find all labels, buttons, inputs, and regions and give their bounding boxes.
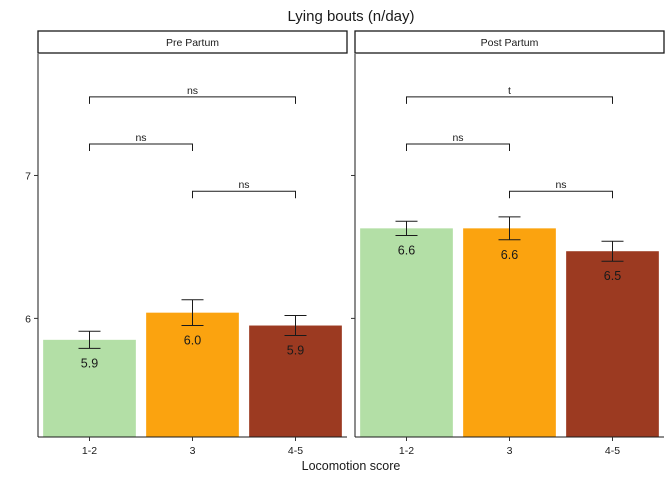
y-tick-label: 7 bbox=[25, 170, 31, 182]
significance-bracket bbox=[192, 190, 296, 199]
x-tick-label: 4-5 bbox=[605, 445, 620, 457]
bar bbox=[146, 312, 239, 437]
facet-strip-label: Post Partum bbox=[481, 37, 539, 49]
facet-strip bbox=[354, 30, 665, 54]
bar bbox=[360, 228, 453, 437]
facet-strip-label: Pre Partum bbox=[166, 37, 219, 49]
x-tick-label: 1-2 bbox=[82, 445, 97, 457]
bar bbox=[463, 228, 556, 437]
facet-strip bbox=[37, 30, 348, 54]
x-axis-label: Locomotion score bbox=[302, 459, 401, 473]
bar bbox=[43, 339, 136, 437]
data-label: 6.5 bbox=[604, 269, 621, 283]
significance-label: ns bbox=[452, 132, 463, 144]
significance-label: ns bbox=[135, 132, 146, 144]
significance-bracket bbox=[406, 96, 613, 104]
data-label: 5.9 bbox=[81, 356, 98, 370]
x-tick-label: 3 bbox=[507, 445, 513, 457]
x-tick-label: 4-5 bbox=[288, 445, 303, 457]
bar bbox=[249, 325, 342, 437]
significance-label: t bbox=[508, 85, 511, 97]
significance-bracket bbox=[509, 190, 613, 199]
significance-bracket bbox=[89, 96, 296, 104]
plot-area: Pre Partum 5.9 6.0 5.9 ns ns ns 1-2 3 4-5 6 7 Post P… bbox=[25, 30, 665, 457]
significance-bracket bbox=[406, 143, 510, 152]
significance-bracket bbox=[89, 143, 193, 152]
data-label: 5.9 bbox=[287, 344, 304, 358]
data-label: 6.6 bbox=[501, 248, 518, 262]
data-label: 6.6 bbox=[398, 243, 415, 257]
bar bbox=[566, 251, 659, 437]
data-label: 6.0 bbox=[184, 334, 201, 348]
x-tick-label: 1-2 bbox=[399, 445, 414, 457]
y-tick-label: 6 bbox=[25, 313, 31, 325]
significance-label: ns bbox=[187, 85, 198, 97]
chart-title: Lying bouts (n/day) bbox=[287, 8, 414, 25]
x-tick-label: 3 bbox=[190, 445, 196, 457]
significance-label: ns bbox=[555, 179, 566, 191]
significance-label: ns bbox=[238, 179, 249, 191]
